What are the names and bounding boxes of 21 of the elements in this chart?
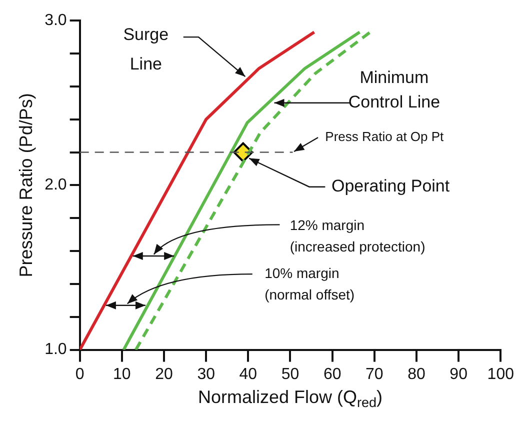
annotation: Surge Line bbox=[123, 25, 169, 74]
y-tick-label: 1.0 bbox=[44, 341, 67, 358]
x-tick-label: 80 bbox=[408, 366, 426, 383]
annotation: Operating Point bbox=[331, 176, 450, 196]
x-tick-label: 100 bbox=[487, 366, 514, 383]
annotation: 12% margin (increased protection) bbox=[290, 217, 426, 255]
x-tick-label: 40 bbox=[239, 366, 258, 383]
annotation: Minimum Control Line bbox=[348, 68, 440, 112]
x-tick-label: 60 bbox=[323, 366, 342, 383]
x-tick-label: 0 bbox=[75, 366, 84, 383]
y-axis-title: Pressure Ratio (Pd/Ps) bbox=[16, 93, 36, 278]
x-tick-label: 20 bbox=[155, 366, 174, 383]
x-tick-label: 10 bbox=[113, 366, 131, 383]
x-tick-label: 90 bbox=[450, 366, 468, 383]
x-tick-label: 70 bbox=[366, 366, 384, 383]
x-tick-label: 30 bbox=[197, 366, 216, 383]
annotation: 10% margin (normal offset) bbox=[264, 264, 355, 302]
y-tick-label: 3.0 bbox=[44, 12, 67, 30]
y-tick-label: 2.0 bbox=[44, 176, 67, 194]
ref-line-label: Press Ratio at Op Pt bbox=[325, 129, 444, 144]
x-tick-label: 50 bbox=[281, 366, 300, 383]
